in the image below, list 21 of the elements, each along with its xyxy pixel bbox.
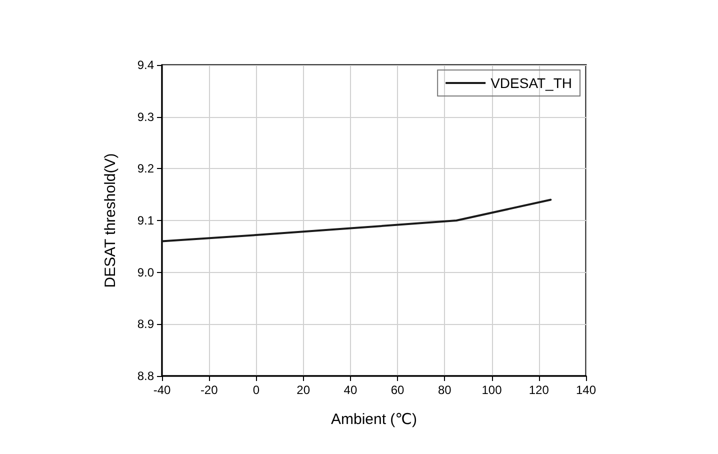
y-tick-label: 8.9 bbox=[137, 317, 154, 332]
x-axis-title: Ambient (℃) bbox=[330, 411, 418, 428]
x-tick-label: 20 bbox=[296, 383, 310, 397]
legend-label: VDESAT_TH bbox=[490, 75, 572, 91]
line-series bbox=[161, 198, 552, 242]
x-tick-label: 100 bbox=[482, 383, 502, 397]
x-tick-label: 80 bbox=[438, 383, 452, 397]
x-tick-label: 0 bbox=[252, 383, 260, 397]
x-tick-label: 40 bbox=[344, 383, 358, 397]
y-tick-label: 9.2 bbox=[137, 162, 154, 176]
x-tick-label: 60 bbox=[390, 383, 405, 397]
x-tick-label: -40 bbox=[153, 383, 171, 397]
y-tick-label: 8.8 bbox=[137, 369, 154, 383]
x-tick-label: 140 bbox=[576, 383, 596, 397]
y-axis-title: DESAT threshold(V) bbox=[102, 153, 119, 288]
y-tick-label: 9.1 bbox=[137, 214, 154, 228]
y-tick-label: 9.0 bbox=[137, 265, 154, 280]
x-tick-label: -20 bbox=[200, 383, 218, 397]
y-tick-label: 9.3 bbox=[137, 110, 154, 124]
y-tick-label: 9.4 bbox=[137, 58, 154, 72]
x-tick-label: 120 bbox=[528, 383, 550, 397]
